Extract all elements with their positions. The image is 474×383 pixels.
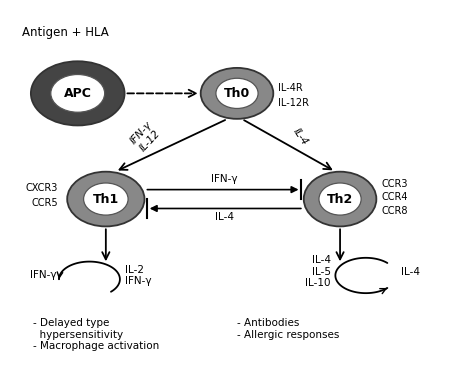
Ellipse shape <box>83 183 128 215</box>
Ellipse shape <box>31 61 125 126</box>
Text: IFN-γ
IL-12: IFN-γ IL-12 <box>128 119 163 154</box>
Text: IFN-γ: IFN-γ <box>30 270 57 280</box>
Text: IL-4: IL-4 <box>401 267 420 277</box>
Ellipse shape <box>201 68 273 119</box>
Ellipse shape <box>216 78 258 108</box>
Text: CCR3: CCR3 <box>381 179 408 189</box>
Text: IFN-γ: IFN-γ <box>211 174 237 184</box>
Ellipse shape <box>67 172 145 226</box>
Text: IL-4: IL-4 <box>215 212 234 222</box>
Text: IL-2
IFN-γ: IL-2 IFN-γ <box>125 265 151 286</box>
Text: CCR4: CCR4 <box>381 192 408 202</box>
Text: Antigen + HLA: Antigen + HLA <box>21 26 108 39</box>
Text: Th0: Th0 <box>224 87 250 100</box>
Text: IL-12R: IL-12R <box>278 98 309 108</box>
Text: Th1: Th1 <box>93 193 119 206</box>
Text: - Antibodies
- Allergic responses: - Antibodies - Allergic responses <box>237 318 339 340</box>
Text: IL-4R: IL-4R <box>278 83 303 93</box>
Ellipse shape <box>319 183 361 215</box>
Text: IL-4
IL-5
IL-10: IL-4 IL-5 IL-10 <box>305 255 331 288</box>
Ellipse shape <box>304 172 376 226</box>
Ellipse shape <box>51 74 105 112</box>
Text: CXCR3: CXCR3 <box>26 183 58 193</box>
Text: Th2: Th2 <box>327 193 353 206</box>
Text: IL-4: IL-4 <box>291 126 310 147</box>
Text: CCR8: CCR8 <box>381 206 408 216</box>
Text: CCR5: CCR5 <box>31 198 58 208</box>
Text: - Delayed type
  hypersensitivity
- Macrophage activation: - Delayed type hypersensitivity - Macrop… <box>33 318 159 351</box>
Text: APC: APC <box>64 87 91 100</box>
